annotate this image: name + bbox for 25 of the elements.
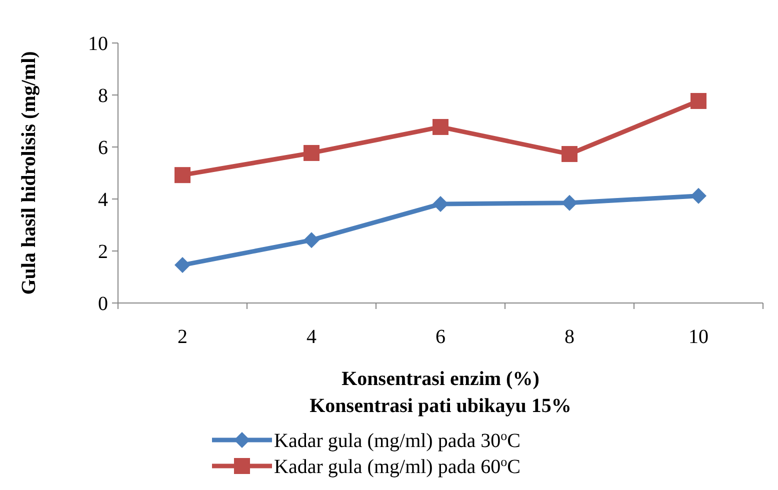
point [174, 257, 190, 274]
point [562, 146, 578, 162]
point [690, 92, 706, 109]
y-tick-label: 2 [98, 241, 108, 263]
x-tick-label: 2 [178, 326, 188, 348]
point [304, 144, 320, 161]
point [562, 194, 578, 211]
x-tick-label: 8 [564, 326, 574, 348]
legend-label: Kadar gula (mg/ml) pada 30$^{o}$C [274, 428, 520, 452]
x-tick-label: 6 [436, 326, 446, 348]
point [432, 196, 448, 212]
y-axis-title: Gula hasil hidrolisis (mg/ml) [18, 51, 40, 295]
y-tick-label: 6 [98, 137, 108, 159]
y-tick-label: 4 [98, 189, 108, 211]
y-tick-label: 0 [98, 293, 108, 315]
y-tick-label: 8 [98, 85, 108, 107]
x-tick-label: 10 [688, 326, 708, 348]
x-axis-title: Konsentrasi enzim (%) Konsentrasi pati ubikayu 15% [310, 368, 572, 417]
point [304, 232, 320, 248]
y-tick-label: 10 [88, 33, 108, 55]
point [432, 118, 448, 135]
point [174, 167, 190, 184]
point [690, 188, 706, 204]
x-tick-label: 4 [306, 326, 316, 348]
legend-label: Kadar gula (mg/ml) pada 60$^{o}$C [274, 454, 520, 478]
